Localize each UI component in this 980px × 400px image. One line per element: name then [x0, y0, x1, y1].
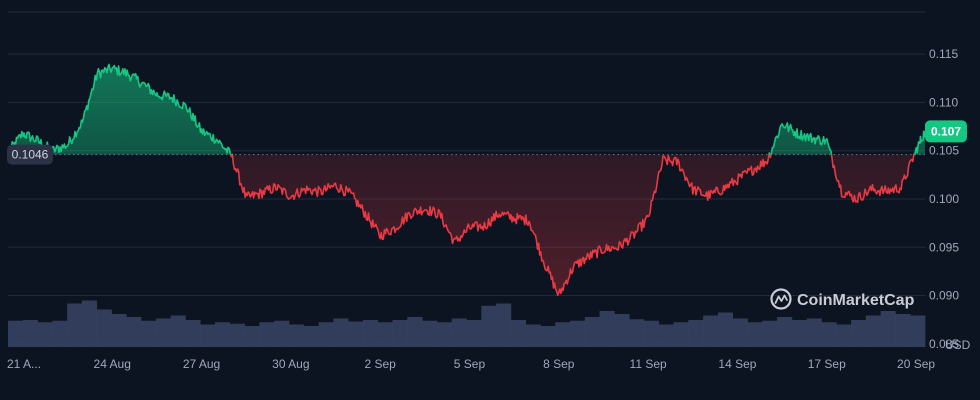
- volume-bar: [96, 309, 112, 347]
- volume-bar: [806, 318, 822, 347]
- volume-bar: [8, 320, 24, 347]
- coinmarketcap-logo-icon: [770, 288, 792, 310]
- volume-bars: [8, 300, 926, 347]
- volume-bar: [732, 318, 748, 347]
- volume-bar: [836, 324, 852, 347]
- volume-bar: [821, 322, 837, 347]
- volume-bar: [525, 324, 541, 347]
- x-tick-label: 14 Sep: [718, 357, 756, 371]
- volume-bar: [52, 320, 68, 347]
- price-line-down: [229, 154, 916, 296]
- volume-bar: [865, 315, 881, 347]
- volume-bar: [658, 324, 674, 347]
- volume-bar: [540, 326, 556, 347]
- volume-bar: [362, 320, 379, 347]
- x-axis-ticks: 21 A... 24 Aug 27 Aug 30 Aug 2 Sep 5 Sep 8 Sep…: [7, 357, 935, 371]
- y-tick-label: 0.110: [929, 95, 958, 109]
- volume-bar: [333, 318, 349, 347]
- volume-bar: [599, 311, 615, 347]
- reference-value-label: 0.1046: [12, 148, 49, 162]
- volume-bar: [126, 317, 142, 347]
- x-tick-label: 17 Sep: [808, 357, 846, 371]
- volume-bar: [289, 324, 305, 347]
- volume-bar: [229, 323, 245, 347]
- reference-badge: 0.1046: [7, 144, 53, 165]
- volume-bar: [436, 322, 453, 347]
- volume-bar: [348, 321, 364, 347]
- volume-bar: [392, 320, 408, 347]
- volume-bar: [673, 322, 689, 347]
- y-tick-label: 0.105: [929, 144, 959, 158]
- volume-bar: [555, 322, 571, 347]
- volume-bar: [170, 315, 186, 347]
- volume-bar: [747, 322, 763, 347]
- price-line-up: [7, 63, 926, 155]
- volume-bar: [422, 320, 438, 347]
- y-tick-label: 0.095: [929, 240, 959, 254]
- y-tick-label: 0.115: [929, 47, 958, 61]
- volume-bar: [81, 300, 98, 347]
- volume-bar: [496, 303, 512, 347]
- volume-bar: [67, 303, 83, 347]
- x-tick-label: 5 Sep: [454, 357, 486, 371]
- volume-bar: [703, 315, 719, 347]
- volume-bar: [777, 317, 793, 347]
- x-tick-label: 30 Aug: [272, 357, 309, 371]
- y-axis-ticks: 0.115 0.110 0.105 0.100 0.095 0.090 0.085: [929, 47, 959, 351]
- coinmarketcap-watermark: CoinMarketCap: [770, 288, 915, 310]
- volume-bar: [318, 322, 334, 347]
- x-tick-label: 11 Sep: [630, 357, 667, 371]
- volume-bar: [303, 326, 319, 347]
- volume-bar: [111, 314, 127, 347]
- volume-bar: [274, 320, 290, 347]
- x-tick-label: 8 Sep: [543, 357, 575, 371]
- volume-bar: [244, 326, 260, 347]
- volume-bar: [791, 320, 807, 347]
- y-tick-label: 0.085: [929, 337, 959, 351]
- unit-label: USD: [945, 338, 971, 352]
- volume-bar: [643, 320, 660, 347]
- y-tick-label: 0.090: [929, 289, 959, 303]
- volume-bar: [155, 318, 171, 347]
- volume-bar: [895, 314, 911, 347]
- x-tick-label: 24 Aug: [94, 357, 131, 371]
- volume-bar: [259, 322, 275, 347]
- x-tick-label: 20 Sep: [897, 357, 935, 371]
- volume-bar: [185, 320, 201, 347]
- volume-bar: [762, 320, 778, 347]
- volume-bar: [215, 322, 231, 347]
- volume-bar: [141, 320, 157, 347]
- volume-bar: [688, 320, 704, 347]
- volume-bar: [466, 320, 482, 347]
- x-tick-label: 21 A...: [7, 357, 41, 371]
- volume-bar: [570, 320, 586, 347]
- price-series: [7, 63, 926, 296]
- volume-bar: [37, 322, 53, 347]
- volume-bar: [910, 315, 926, 347]
- volume-bar: [200, 324, 216, 347]
- volume-bar: [377, 322, 393, 347]
- volume-bar: [717, 312, 734, 347]
- volume-bar: [22, 320, 38, 347]
- volume-bar: [880, 311, 896, 347]
- volume-bar: [510, 320, 526, 347]
- volume-bar: [614, 314, 630, 347]
- current-price-label: 0.107: [931, 124, 961, 138]
- volume-bar: [481, 305, 497, 347]
- volume-bar: [851, 320, 867, 347]
- watermark-text: CoinMarketCap: [797, 292, 915, 309]
- x-tick-label: 27 Aug: [183, 357, 220, 371]
- current-price-badge: 0.107: [925, 120, 967, 143]
- volume-bar: [451, 318, 467, 347]
- volume-bar: [407, 317, 423, 347]
- y-tick-label: 0.100: [929, 192, 959, 206]
- volume-bar: [584, 317, 600, 347]
- volume-bar: [629, 319, 645, 347]
- price-area: [8, 64, 925, 296]
- x-tick-label: 2 Sep: [364, 357, 396, 371]
